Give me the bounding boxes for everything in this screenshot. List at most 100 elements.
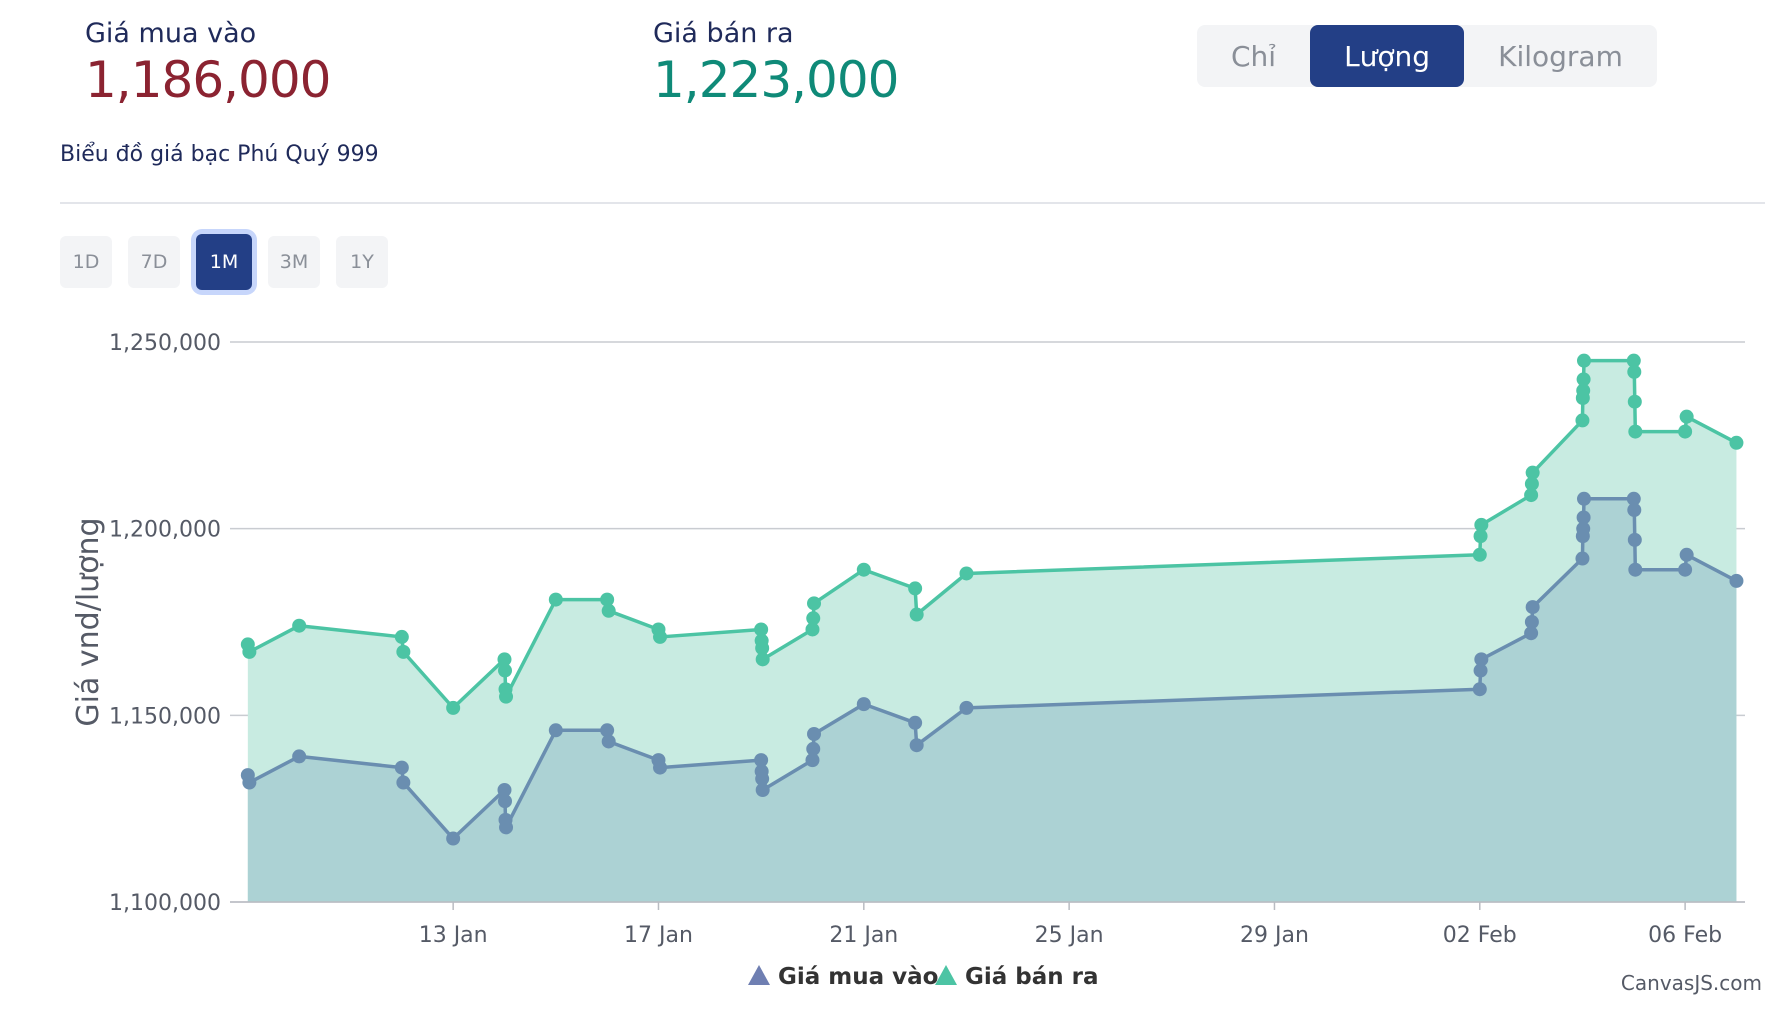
buy-point bbox=[1679, 547, 1694, 562]
sell-point bbox=[499, 689, 514, 704]
sell-point bbox=[396, 644, 411, 659]
range-tabs: 1D 7D 1M 3M 1Y bbox=[60, 234, 388, 290]
buy-point bbox=[292, 749, 307, 764]
range-tab-1y[interactable]: 1Y bbox=[336, 236, 388, 288]
buy-point bbox=[1576, 491, 1591, 506]
chart-title: Biểu đồ giá bạc Phú Quý 999 bbox=[60, 142, 379, 167]
legend-buy-marker bbox=[748, 965, 770, 985]
sell-point bbox=[807, 596, 822, 611]
sell-point bbox=[1576, 383, 1591, 398]
sell-point bbox=[754, 622, 769, 637]
sell-point bbox=[908, 581, 923, 596]
sell-point bbox=[1628, 424, 1643, 439]
buy-point bbox=[499, 820, 514, 835]
buy-point bbox=[600, 723, 615, 738]
unit-toggle: Chỉ Lượng Kilogram bbox=[1197, 25, 1657, 87]
sell-point bbox=[1474, 517, 1489, 532]
sell-point bbox=[1678, 424, 1693, 439]
sell-point bbox=[755, 641, 770, 656]
buy-point bbox=[1576, 521, 1591, 536]
sell-point bbox=[498, 663, 513, 678]
sell-point bbox=[446, 700, 461, 715]
buy-point bbox=[1627, 532, 1642, 547]
range-tab-1d[interactable]: 1D bbox=[60, 236, 112, 288]
sell-point bbox=[856, 562, 871, 577]
buy-point bbox=[754, 753, 769, 768]
buy-price-label: Giá mua vào bbox=[85, 18, 257, 49]
buy-point bbox=[497, 783, 512, 797]
buy-point bbox=[856, 697, 871, 712]
sell-point bbox=[653, 629, 668, 644]
buy-point bbox=[1472, 682, 1487, 697]
buy-point bbox=[396, 775, 411, 790]
sell-point bbox=[959, 566, 974, 581]
sell-point bbox=[1679, 409, 1694, 424]
range-tab-1m[interactable]: 1M bbox=[196, 234, 252, 290]
unit-button-luong[interactable]: Lượng bbox=[1310, 25, 1465, 87]
legend-sell-marker bbox=[935, 965, 957, 985]
y-tick-label: 1,100,000 bbox=[109, 891, 221, 916]
buy-price-value: 1,186,000 bbox=[85, 51, 331, 109]
y-tick-label: 1,250,000 bbox=[109, 331, 221, 356]
x-tick-label: 13 Jan bbox=[419, 923, 488, 948]
sell-point bbox=[601, 603, 616, 618]
sell-point bbox=[806, 611, 821, 626]
sell-point bbox=[600, 592, 615, 607]
buy-point bbox=[394, 760, 409, 775]
buy-price-block: Giá mua vào 1,186,000 bbox=[85, 18, 331, 109]
buy-point bbox=[1525, 600, 1540, 615]
sell-point bbox=[755, 652, 770, 667]
buy-point bbox=[1678, 562, 1693, 577]
unit-button-chi[interactable]: Chỉ bbox=[1231, 39, 1277, 73]
sell-point bbox=[909, 607, 924, 622]
buy-point bbox=[806, 741, 821, 756]
sell-point bbox=[1473, 529, 1488, 544]
sell-point bbox=[805, 622, 820, 637]
x-tick-label: 17 Jan bbox=[624, 923, 693, 948]
unit-button-kilogram[interactable]: Kilogram bbox=[1498, 39, 1623, 73]
sell-price-block: Giá bán ra 1,223,000 bbox=[653, 18, 899, 109]
legend-buy-label: Giá mua vào bbox=[778, 964, 938, 990]
legend-sell-label: Giá bán ra bbox=[965, 964, 1099, 990]
buy-point bbox=[1524, 615, 1539, 629]
canvasjs-credit: CanvasJS.com bbox=[1621, 971, 1762, 995]
buy-point bbox=[1628, 562, 1643, 577]
sell-point bbox=[1729, 435, 1744, 450]
x-tick-label: 25 Jan bbox=[1035, 923, 1104, 948]
sell-price-value: 1,223,000 bbox=[653, 51, 899, 109]
y-tick-label: 1,200,000 bbox=[109, 518, 221, 543]
x-tick-label: 21 Jan bbox=[829, 923, 898, 948]
buy-point bbox=[498, 794, 513, 809]
buy-area bbox=[247, 498, 1737, 902]
sell-point bbox=[1576, 353, 1591, 368]
sell-point bbox=[1626, 353, 1641, 368]
price-chart: 1,100,000 1,150,000 1,200,000 1,250,000 Giá … bbox=[71, 331, 1762, 995]
sell-point bbox=[394, 629, 409, 644]
sell-point bbox=[1627, 394, 1642, 409]
buy-point bbox=[548, 723, 563, 738]
sell-point bbox=[1627, 364, 1642, 379]
buy-point bbox=[1576, 510, 1591, 525]
sell-point bbox=[292, 618, 307, 633]
sell-point bbox=[1472, 547, 1487, 562]
buy-point bbox=[1473, 663, 1488, 678]
buy-point bbox=[1524, 626, 1539, 641]
buy-point bbox=[959, 700, 974, 715]
range-tab-7d[interactable]: 7D bbox=[128, 236, 180, 288]
sell-point bbox=[1524, 488, 1539, 503]
sell-point bbox=[1525, 465, 1540, 480]
buy-point bbox=[805, 753, 820, 768]
buy-point bbox=[446, 831, 461, 846]
buy-point bbox=[1575, 551, 1590, 566]
buy-point bbox=[601, 734, 616, 749]
buy-point bbox=[755, 783, 770, 797]
y-tick-label: 1,150,000 bbox=[109, 704, 221, 729]
sell-price-label: Giá bán ra bbox=[653, 18, 794, 49]
sell-point bbox=[1575, 413, 1590, 428]
range-tab-3m[interactable]: 3M bbox=[268, 236, 320, 288]
x-tick-label: 06 Feb bbox=[1648, 923, 1722, 948]
sell-point bbox=[497, 652, 512, 667]
sell-point bbox=[1576, 372, 1591, 387]
buy-point bbox=[242, 775, 257, 790]
buy-point bbox=[1627, 503, 1642, 517]
